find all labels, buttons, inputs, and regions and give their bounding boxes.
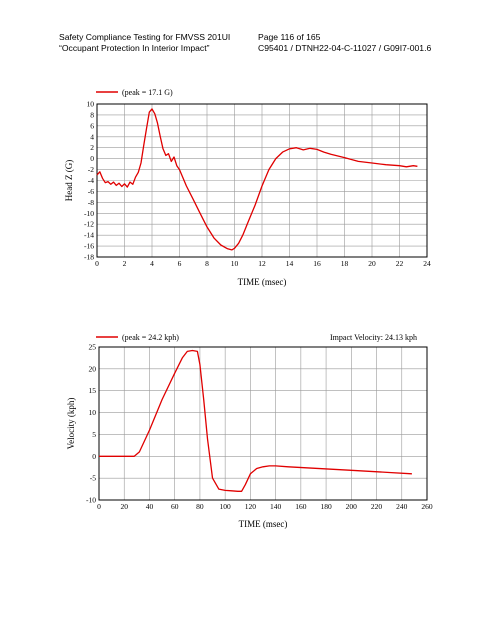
chart2-series-line — [99, 349, 412, 492]
chart1-y-tick-label: -16 — [84, 242, 94, 251]
chart1-y-tick-label: 10 — [87, 100, 95, 109]
chart2-x-tick-label: 80 — [196, 502, 204, 511]
chart2-x-tick-label: 100 — [220, 502, 232, 511]
chart2-x-tick-label: 40 — [146, 502, 154, 511]
report-subtitle: “Occupant Protection In Interior Impact” — [59, 43, 210, 53]
chart2-y-tick-label: -5 — [90, 474, 96, 483]
chart1-x-tick-label: 14 — [286, 259, 294, 268]
chart1-y-tick-label: -14 — [84, 231, 94, 240]
chart1-x-tick-label: 20 — [368, 259, 376, 268]
chart2-x-tick-label: 260 — [421, 502, 433, 511]
chart1-y-axis-label: Head Z (G) — [64, 160, 74, 201]
chart1-y-tick-label: -10 — [84, 209, 94, 218]
chart1-y-tick-label: 4 — [90, 132, 94, 141]
chart1-plot-border — [96, 103, 428, 258]
chart1-legend-label: (peak = 17.1 G) — [122, 88, 173, 97]
chart1-y-tick-label: 8 — [90, 110, 94, 119]
chart1-x-tick-label: 6 — [178, 259, 182, 268]
chart2-x-tick-label: 20 — [120, 502, 128, 511]
chart1-y-tick-label: -12 — [84, 220, 94, 229]
chart2-y-tick-label: 25 — [89, 343, 97, 352]
chart2-y-tick-label: -10 — [86, 496, 96, 505]
chart2-y-tick-label: 10 — [89, 408, 97, 417]
chart1-x-axis-label: TIME (msec) — [238, 277, 287, 287]
chart1-y-tick-label: 2 — [90, 143, 94, 152]
chart1-x-tick-label: 4 — [150, 259, 154, 268]
chart2-x-tick-label: 240 — [396, 502, 408, 511]
chart2-y-tick-label: 0 — [92, 452, 96, 461]
chart2-legend-label: (peak = 24.2 kph) — [122, 333, 179, 342]
chart2-x-tick-label: 180 — [320, 502, 332, 511]
chart2-x-tick-label: 60 — [171, 502, 179, 511]
chart1-x-tick-label: 8 — [205, 259, 209, 268]
chart1-y-tick-label: 6 — [90, 121, 94, 130]
chart1-x-tick-label: 16 — [313, 259, 321, 268]
chart2-x-axis-label: TIME (msec) — [239, 519, 288, 529]
chart2-x-tick-label: 200 — [346, 502, 358, 511]
report-title-block: Safety Compliance Testing for FMVSS 201U… — [59, 32, 230, 54]
chart1-x-tick-label: 12 — [258, 259, 266, 268]
chart1-y-tick-label: 0 — [90, 154, 94, 163]
page-number: Page 116 of 165 — [258, 32, 321, 42]
chart1-x-tick-label: 24 — [423, 259, 431, 268]
chart1-x-tick-label: 0 — [95, 259, 99, 268]
report-id-block: Page 116 of 165 C95401 / DTNH22-04-C-110… — [258, 32, 431, 54]
chart2-x-tick-label: 0 — [97, 502, 101, 511]
chart1-series-line — [96, 108, 418, 251]
chart1-y-tick-label: -8 — [88, 198, 94, 207]
chart1-y-tick-label: -6 — [88, 187, 94, 196]
chart2-x-tick-label: 140 — [270, 502, 282, 511]
chart1-y-tick-label: -18 — [84, 253, 94, 262]
chart2-x-tick-label: 160 — [295, 502, 307, 511]
chart1-y-tick-label: -4 — [88, 176, 94, 185]
report-id: C95401 / DTNH22-04-C-11027 / G09I7-001.6 — [258, 43, 432, 53]
chart1-x-tick-label: 18 — [341, 259, 349, 268]
chart2-y-tick-label: 20 — [89, 364, 97, 373]
chart2-plot-area — [98, 346, 428, 501]
chart2-plot-border — [98, 346, 428, 501]
chart1-x-tick-label: 22 — [396, 259, 404, 268]
chart2-y-axis-label: Velocity (kph) — [66, 398, 76, 450]
chart2-y-tick-label: 5 — [92, 430, 96, 439]
chart1-y-tick-label: -2 — [88, 165, 94, 174]
chart1-x-tick-label: 2 — [123, 259, 127, 268]
chart1-x-tick-label: 10 — [231, 259, 239, 268]
chart2-x-tick-label: 120 — [245, 502, 257, 511]
chart2-impact-velocity-annotation: Impact Velocity: 24.13 kph — [330, 333, 417, 342]
report-title: Safety Compliance Testing for FMVSS 201U… — [59, 32, 231, 42]
chart2-x-tick-label: 220 — [371, 502, 383, 511]
chart2-y-tick-label: 15 — [89, 386, 97, 395]
